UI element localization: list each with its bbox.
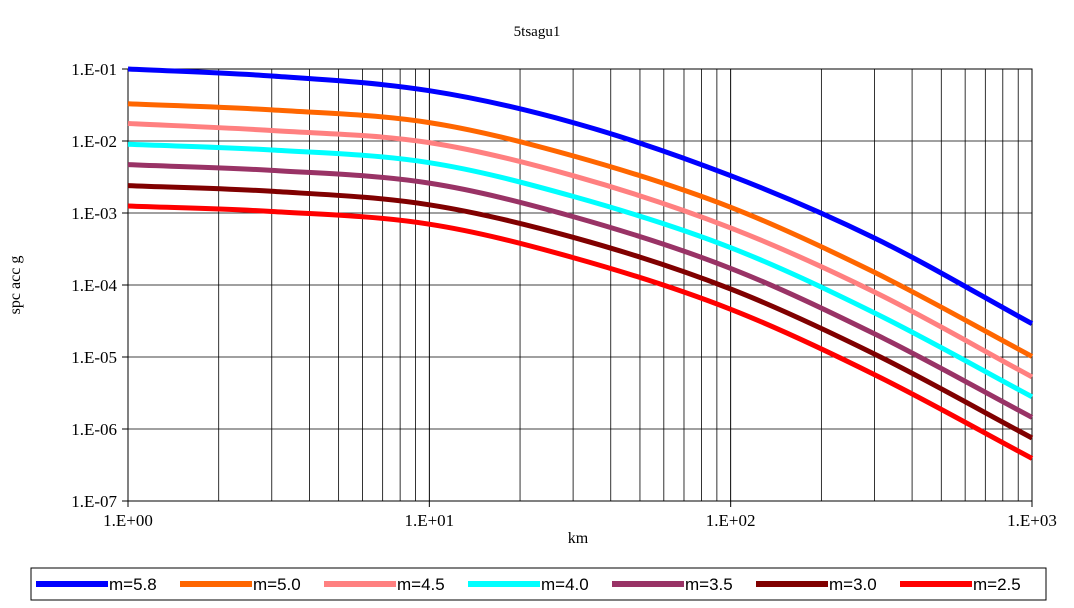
x-tick-labels: 1.E+00 1.E+01 1.E+02 1.E+03 [103, 511, 1057, 530]
series-line-m=4.0 [127, 141, 1034, 400]
plot-area-border [127, 68, 1033, 502]
legend-label: m=4.5 [397, 575, 445, 594]
legend-label: m=3.0 [829, 575, 877, 594]
series-line-m=2.5 [127, 203, 1034, 461]
legend-label: m=5.0 [253, 575, 301, 594]
series-line-m=5.8 [127, 66, 1034, 326]
series-line-m=3.5 [127, 162, 1034, 420]
y-tick-label: 1.E-07 [71, 492, 117, 511]
series-group [127, 66, 1034, 461]
legend-label: m=4.0 [541, 575, 589, 594]
legend-label: m=3.5 [685, 575, 733, 594]
y-axis-label: spc acc g [7, 256, 24, 315]
grid [122, 68, 1033, 507]
y-tick-labels: 1.E-07 1.E-06 1.E-05 1.E-04 1.E-03 1.E-02 1.E-… [71, 60, 117, 511]
x-axis-label: km [568, 530, 589, 547]
legend-label: m=2.5 [973, 575, 1021, 594]
y-tick-label: 1.E-04 [71, 276, 117, 295]
series-line-m=5.0 [127, 101, 1034, 359]
x-tick-label: 1.E+01 [404, 511, 454, 530]
series-line-m=3.0 [127, 183, 1034, 441]
y-tick-label: 1.E-06 [71, 420, 117, 439]
x-tick-label: 1.E+03 [1007, 511, 1057, 530]
y-tick-label: 1.E-03 [71, 204, 117, 223]
series-line-m=4.5 [127, 121, 1034, 380]
legend-label: m=5.8 [109, 575, 157, 594]
x-tick-label: 1.E+00 [103, 511, 153, 530]
chart-title: 5tsagu1 [514, 24, 561, 40]
y-tick-label: 1.E-05 [71, 348, 117, 367]
y-tick-label: 1.E-02 [71, 132, 117, 151]
x-tick-label: 1.E+02 [706, 511, 756, 530]
y-tick-label: 1.E-01 [71, 60, 117, 79]
legend: m=5.8 m=5.0 m=4.5 m=4.0 m=3.5 m=3.0 m=2.5 [30, 567, 1047, 601]
